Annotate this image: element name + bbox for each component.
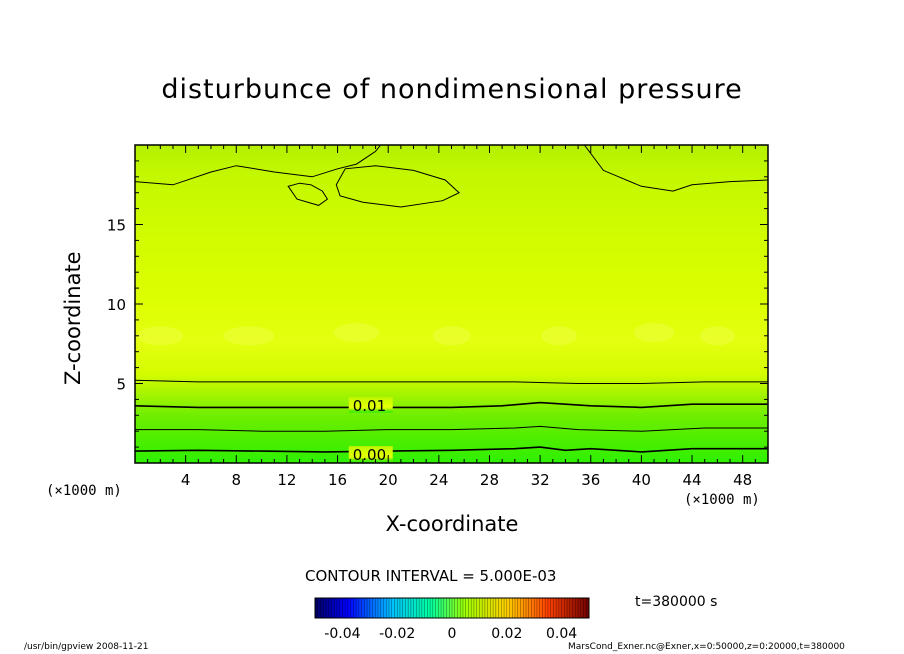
contour-line	[134, 379, 768, 384]
contour-line	[134, 446, 768, 453]
x-tick-label: 8	[232, 471, 242, 489]
heatmap-blob	[137, 326, 184, 346]
colorbar-frame	[314, 597, 590, 619]
y-axis-title: Z-coordinate	[61, 251, 85, 385]
contour-label: 0.00	[353, 446, 386, 464]
x-tick-label: 16	[328, 471, 347, 489]
x-tick-label: 28	[480, 471, 499, 489]
y-tick-label: 5	[116, 376, 126, 394]
contour-line-closed	[287, 182, 329, 206]
heatmap-blob	[633, 323, 675, 343]
footer-source: MarsCond_Exner.nc@Exner,x=0:50000,z=0:20…	[568, 642, 845, 652]
colorbar-tick-label: -0.04	[324, 626, 360, 642]
colorbar-tick-label: 0.04	[546, 626, 577, 642]
colorbar-tick-label: 0.02	[491, 626, 522, 642]
x-tick-label: 12	[277, 471, 296, 489]
heatmap-blob	[333, 323, 380, 343]
x-unit-label-left: (×1000 m)	[46, 483, 122, 499]
heatmap-blob	[223, 326, 275, 346]
heatmap-field	[135, 145, 768, 463]
x-unit-label-right: (×1000 m)	[684, 492, 760, 508]
y-tick-label: 10	[107, 296, 126, 314]
x-axis-title: X-coordinate	[385, 512, 519, 536]
x-tick-label: 40	[632, 471, 651, 489]
contour-line	[583, 144, 769, 192]
x-tick-label: 24	[429, 471, 448, 489]
x-tick-label: 48	[733, 471, 752, 489]
x-tick-label: 44	[682, 471, 701, 489]
x-tick-label: 4	[181, 471, 191, 489]
x-tick-label: 32	[531, 471, 550, 489]
x-tick-label: 36	[581, 471, 600, 489]
heatmap-blob	[541, 326, 577, 346]
contour-line	[135, 425, 768, 432]
x-tick-label: 20	[379, 471, 398, 489]
heatmap-blob	[432, 326, 471, 346]
colorbar-tick-label: 0	[448, 626, 457, 642]
heatmap-blob	[699, 326, 736, 346]
contour-label: 0.01	[353, 397, 386, 415]
colorbar-tick-label: -0.02	[379, 626, 415, 642]
y-tick-label: 15	[107, 217, 126, 235]
contour-line-closed	[335, 165, 460, 208]
footer-command: /usr/bin/gpview 2008-11-21	[24, 642, 149, 652]
contour-line	[134, 144, 381, 186]
contour-interval-label: CONTOUR INTERVAL = 5.000E-03	[305, 567, 557, 585]
contour-label-bg	[348, 446, 393, 463]
time-label: t=380000 s	[635, 594, 718, 610]
contour-label-bg	[348, 396, 393, 413]
chart-title: disturbunce of nondimensional pressure	[161, 74, 743, 105]
contour-line	[134, 401, 768, 409]
